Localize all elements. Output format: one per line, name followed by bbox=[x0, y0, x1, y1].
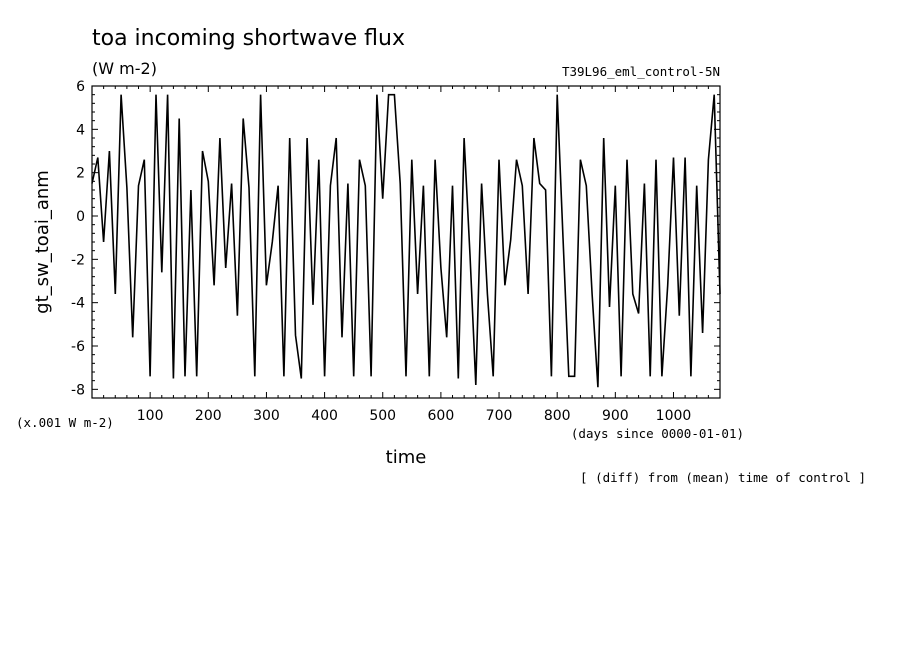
x-tick-label: 300 bbox=[253, 408, 280, 424]
y-axis-label: gt_sw_toai_anm bbox=[32, 170, 53, 314]
footnote: [ (diff) from (mean) time of control ] bbox=[580, 470, 866, 485]
experiment-label: T39L96_eml_control-5N bbox=[562, 64, 720, 79]
y-tick-label: -2 bbox=[71, 252, 85, 268]
x-tick-label: 800 bbox=[544, 408, 571, 424]
chart-title: toa incoming shortwave flux bbox=[92, 26, 405, 51]
y-tick-label: -6 bbox=[71, 339, 85, 355]
y-scale-note: (x.001 W m-2) bbox=[16, 415, 114, 430]
y-tick-label: -8 bbox=[71, 382, 85, 398]
x-tick-label: 700 bbox=[486, 408, 513, 424]
y-tick-label: 4 bbox=[76, 122, 85, 138]
y-tick-label: 0 bbox=[76, 209, 85, 225]
x-tick-label: 200 bbox=[195, 408, 222, 424]
x-tick-label: 500 bbox=[369, 408, 396, 424]
plot-area bbox=[91, 85, 721, 399]
x-tick-label: 1000 bbox=[656, 408, 692, 424]
y-tick-label: 2 bbox=[76, 166, 85, 182]
chart-units: (W m-2) bbox=[92, 59, 157, 78]
x-tick-labels: 100 200 300 400 500 600 700 800 900 1000 bbox=[137, 408, 692, 424]
axis-ticks bbox=[92, 86, 720, 398]
x-tick-label: 900 bbox=[602, 408, 629, 424]
x-tick-label: 600 bbox=[428, 408, 455, 424]
x-tick-label: 100 bbox=[137, 408, 164, 424]
series-line bbox=[91, 93, 721, 388]
y-tick-label: -4 bbox=[71, 296, 85, 312]
y-tick-label: 6 bbox=[76, 79, 85, 95]
x-tick-label: 400 bbox=[311, 408, 338, 424]
x-axis-label: time bbox=[386, 447, 427, 468]
x-units-label: (days since 0000-01-01) bbox=[571, 426, 744, 441]
y-tick-labels: 6 4 2 0 -2 -4 -6 -8 bbox=[71, 79, 85, 398]
